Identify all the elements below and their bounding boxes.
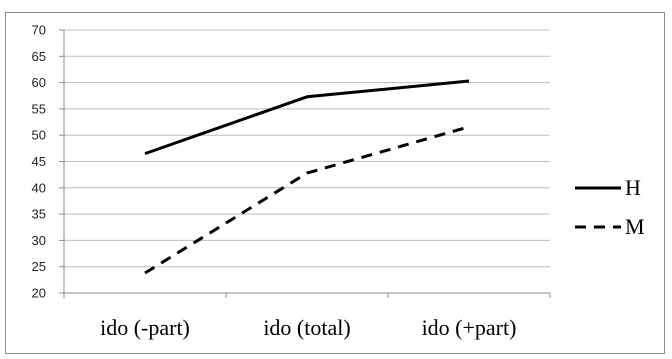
y-tick-label: 55 bbox=[32, 101, 46, 116]
y-tick-label: 70 bbox=[32, 23, 46, 38]
y-tick-label: 40 bbox=[32, 180, 46, 195]
y-tick-label: 65 bbox=[32, 49, 46, 64]
y-tick-label: 60 bbox=[32, 75, 46, 90]
y-tick-label: 30 bbox=[32, 233, 46, 248]
series-line-H bbox=[144, 79, 470, 156]
axes bbox=[59, 29, 551, 298]
gridlines bbox=[64, 29, 550, 268]
series-lines bbox=[144, 79, 470, 275]
x-tick-label: ido (-part) bbox=[100, 315, 190, 340]
y-tick-label: 25 bbox=[32, 259, 46, 274]
legend-label: M bbox=[625, 214, 645, 239]
y-tick-label: 50 bbox=[32, 128, 46, 143]
x-tick-label: ido (total) bbox=[263, 315, 350, 340]
series-line-M bbox=[144, 125, 470, 275]
x-tick-label: ido (+part) bbox=[422, 315, 517, 340]
legend: HM bbox=[575, 175, 645, 239]
x-tick-labels: ido (-part) ido (total) ido (+part) bbox=[100, 315, 516, 340]
chart-frame bbox=[5, 12, 665, 354]
y-tick-label: 35 bbox=[32, 207, 46, 222]
y-tick-label: 20 bbox=[32, 286, 46, 301]
y-tick-label: 45 bbox=[32, 154, 46, 169]
legend-label: H bbox=[625, 175, 641, 200]
y-tick-labels: 20 25 30 35 40 45 50 55 60 65 70 bbox=[32, 23, 46, 301]
